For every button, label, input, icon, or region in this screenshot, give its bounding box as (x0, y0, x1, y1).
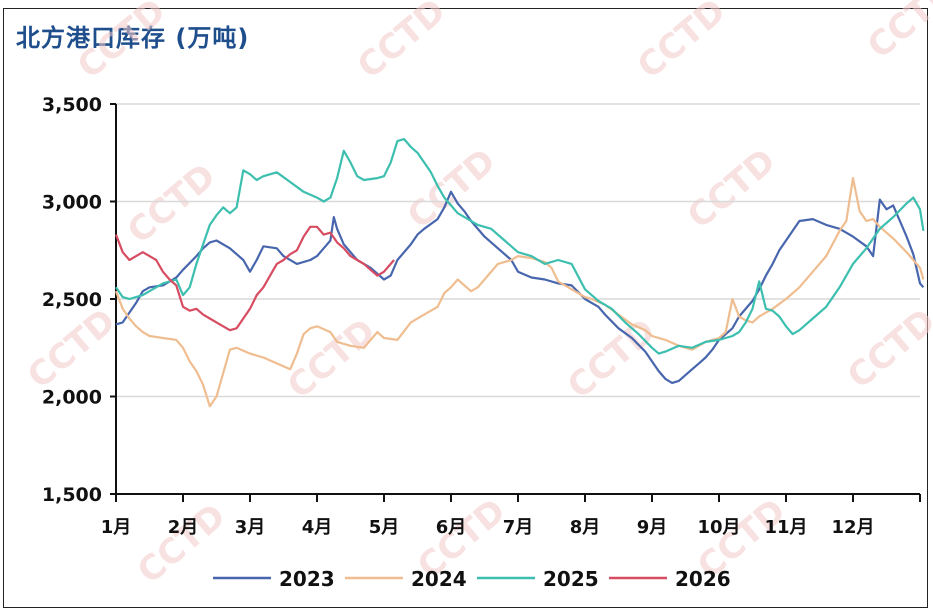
watermark-text: CCTD (630, 0, 733, 87)
legend: 2023 2024 2025 2026 (213, 567, 731, 591)
x-tick-label: 4月 (302, 517, 333, 538)
legend-label-2024: 2024 (411, 567, 467, 591)
x-tick-label: 12月 (831, 517, 874, 538)
x-tick-label: 11月 (764, 517, 807, 538)
series-line-2026 (114, 225, 395, 332)
series-line-2023 (115, 190, 925, 384)
x-tick-label: 3月 (235, 517, 266, 538)
x-tick-label: 6月 (436, 517, 467, 538)
chart-frame (3, 8, 928, 608)
watermark-text: CCTD (680, 141, 783, 237)
watermark-text: CCTD (840, 301, 933, 397)
series-lines (114, 138, 925, 408)
y-tick-label: 3,000 (42, 192, 102, 214)
grid-lines (116, 103, 920, 398)
axes (115, 104, 920, 495)
watermark-text: CCTD (20, 301, 123, 397)
watermark-text: CCTD (120, 156, 223, 252)
legend-label-2023: 2023 (279, 567, 335, 591)
watermark-text: CCTD (70, 0, 173, 87)
series-line-2025 (115, 138, 925, 355)
x-tick-label: 10月 (697, 517, 740, 538)
y-tick-label: 1,500 (42, 484, 102, 506)
series-line-2024 (114, 177, 925, 408)
y-tick-label: 3,500 (42, 94, 102, 116)
x-tick-label: 1月 (101, 517, 132, 538)
watermark-text: CCTD (350, 0, 453, 87)
y-tick-label: 2,500 (42, 289, 102, 311)
watermark-text: CCTD (400, 141, 503, 237)
watermark-text: CCTD (860, 0, 933, 67)
x-tick-label: 8月 (570, 517, 601, 538)
x-axis-ticks: 1月 2月 3月 4月 5月 6月 7月 8月 9月 10月 11月 12月 (101, 494, 921, 538)
y-axis-ticks: 1,500 2,000 2,500 3,000 3,500 (42, 94, 116, 506)
legend-label-2025: 2025 (543, 567, 599, 591)
watermark-text: CCTD (560, 311, 663, 407)
x-tick-label: 5月 (369, 517, 400, 538)
chart-title: 北方港口库存 (万吨) (16, 24, 250, 52)
x-tick-label: 9月 (637, 517, 668, 538)
y-tick-label: 2,000 (42, 387, 102, 409)
legend-label-2026: 2026 (675, 567, 731, 591)
x-tick-label: 7月 (503, 517, 534, 538)
x-tick-label: 2月 (168, 517, 199, 538)
